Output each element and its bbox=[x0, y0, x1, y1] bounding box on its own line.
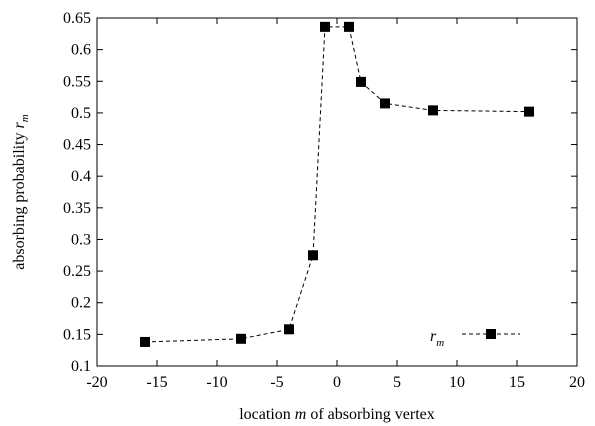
data-point bbox=[356, 76, 366, 87]
y-tick-label: 0.5 bbox=[71, 105, 91, 122]
data-point bbox=[284, 324, 294, 335]
data-point bbox=[524, 106, 534, 117]
data-point bbox=[140, 336, 150, 347]
data-point bbox=[428, 105, 438, 116]
x-tick-label: -15 bbox=[146, 374, 167, 391]
x-tick-label: 20 bbox=[569, 374, 585, 391]
legend-label: rm bbox=[430, 328, 444, 349]
data-point bbox=[308, 250, 318, 261]
y-tick-label: 0.15 bbox=[63, 326, 91, 343]
data-point bbox=[236, 333, 246, 344]
x-tick-label: 5 bbox=[393, 374, 401, 391]
x-tick-label: 10 bbox=[449, 374, 465, 391]
y-tick-label: 0.65 bbox=[63, 10, 91, 27]
x-tick-label: -20 bbox=[86, 374, 107, 391]
legend-marker bbox=[486, 329, 496, 339]
y-tick-label: 0.4 bbox=[71, 168, 91, 185]
y-tick-label: 0.35 bbox=[63, 200, 91, 217]
y-tick-label: 0.45 bbox=[63, 137, 91, 154]
legend: rm bbox=[430, 328, 520, 349]
x-tick-label: -10 bbox=[206, 374, 227, 391]
y-axis-ticks: 0.1 0.15 0.2 0.25 0.3 0.35 0.4 0.45 0.5 0.55 0.6 0.… bbox=[63, 10, 577, 375]
y-tick-label: 0.25 bbox=[63, 263, 91, 280]
data-point bbox=[320, 21, 330, 32]
x-tick-label: 15 bbox=[509, 374, 525, 391]
y-tick-label: 0.3 bbox=[71, 231, 91, 248]
plot-frame bbox=[96, 17, 578, 367]
y-tick-label: 0.2 bbox=[71, 295, 91, 312]
series-line bbox=[144, 26, 530, 343]
series-markers bbox=[140, 21, 534, 347]
y-axis-label: absorbing probability rm bbox=[11, 114, 31, 270]
y-tick-label: 0.1 bbox=[71, 358, 91, 375]
x-tick-label: -5 bbox=[270, 374, 283, 391]
data-point bbox=[344, 21, 354, 32]
y-tick-label: 0.55 bbox=[63, 73, 91, 90]
data-point bbox=[380, 98, 390, 109]
x-axis-ticks: -20 -15 -10 -5 0 5 10 15 20 bbox=[86, 18, 585, 391]
x-axis-label: location m of absorbing vertex bbox=[239, 406, 435, 423]
x-tick-label: 0 bbox=[333, 374, 341, 391]
y-tick-label: 0.6 bbox=[71, 42, 91, 59]
